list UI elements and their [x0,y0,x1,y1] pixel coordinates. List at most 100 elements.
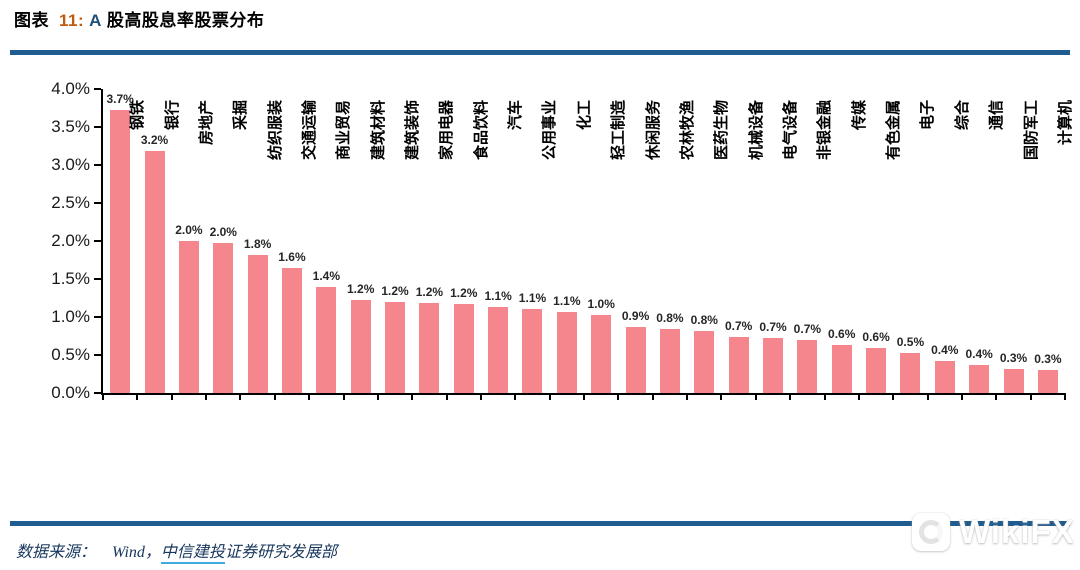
bar-建筑材料 [350,299,371,393]
bar-value-label: 3.7% [106,91,134,106]
bar-value-label: 0.4% [965,346,993,361]
bar-value-label: 0.7% [724,318,753,333]
x-axis-tick [1064,393,1066,400]
bar-category-cell: 1.2% 食品饮料 [447,89,490,393]
bar-轻工制造 [591,315,612,393]
bar-value-label: 0.9% [621,308,650,323]
bar-category-cell: 3.2% 银行 [137,89,181,393]
bar-value-label: 1.0% [587,297,615,312]
y-axis-tick [94,126,101,128]
bar-category-cell: 1.1% 化工 [550,89,593,393]
bar-传媒 [831,345,852,393]
y-axis-label: 0.5% [51,345,90,364]
bar-综合 [934,361,955,393]
bar-value-label: 1.2% [381,283,409,298]
data-source-note: 数据来源： Wind，中信建投证券研究发展部 [16,538,337,564]
x-axis-tick [995,393,998,400]
bar-value-label: 0.8% [656,311,684,326]
bar-value-label: 0.7% [759,320,787,335]
bar-家用电器 [419,303,440,393]
y-axis-label: 1.0% [51,307,90,326]
x-axis-tick [376,393,379,400]
bar-category-cell: 1.8% 纺织服装 [240,89,284,393]
bar-category-cell: 0.4% 通信 [962,89,1005,393]
bar-汽车 [488,307,509,393]
bar-category-cell: 1.2% 建筑装饰 [378,89,421,393]
bar-value-label: 0.7% [793,321,822,336]
bar-钢铁 [110,109,131,393]
y-axis-tick [94,240,101,242]
y-axis-label: 3.0% [51,155,90,174]
x-axis-tick [720,393,723,400]
x-axis-tick [583,393,585,400]
bar-商业贸易 [316,286,337,393]
bar-value-label: 0.3% [999,350,1028,365]
bottom-divider-rule [10,521,1070,526]
bar-value-label: 1.2% [415,285,444,300]
figure-title-prefix: 图表 [14,11,49,30]
figure-title-market: A [89,11,102,30]
bar-食品饮料 [453,304,474,393]
y-axis-tick [94,202,101,204]
x-axis-tick [823,393,826,400]
bar-value-label: 1.4% [312,268,341,283]
bar-value-label: 1.1% [553,293,581,308]
y-axis-label: 4.0% [51,79,90,98]
bar-value-label: 0.8% [690,312,718,327]
bar-category-cell: 0.6% 有色金属 [859,89,902,393]
bar-category-cell: 1.2% 家用电器 [412,89,455,393]
bar-交通运输 [281,267,302,393]
bar-category-cell: 2.0% 房地产 [172,89,215,393]
bar-房地产 [178,241,199,393]
x-axis-tick [686,393,689,400]
x-axis-tick [789,393,792,400]
x-axis-tick [1029,393,1032,400]
x-axis-tick [926,393,929,400]
bar-value-label: 0.6% [828,327,856,342]
bar-category-cell: 0.3% 计算机 [1031,89,1074,393]
bar-农林牧渔 [659,329,680,393]
bar-value-label: 2.0% [209,225,237,240]
bar-chart-plot-area: 3.7% 钢铁 3.2% 银行 2.0% 房地产 2.0% 采掘 1.8% 纺织服装 1.6% 交通运… [51,79,1074,402]
bar-通信 [969,364,990,393]
source-citic-underlined: 中信建投 [160,544,225,564]
bar-category-cell: 0.3% 国防军工 [996,89,1040,393]
bar-series: 3.7% 钢铁 3.2% 银行 2.0% 房地产 2.0% 采掘 1.8% 纺织服装 1.6% 交通运… [103,89,1074,393]
wikifx-logo-ring [919,520,943,544]
x-axis-tick [102,393,104,400]
bar-category-cell: 1.6% 交通运输 [275,89,318,393]
bar-公用事业 [522,309,543,393]
x-axis-tick [170,393,173,400]
y-axis-tick [94,392,101,394]
x-axis-tick [342,393,345,400]
bar-category-cell: 1.0% 轻工制造 [584,89,627,393]
bar-category-cell: 1.4% 商业贸易 [309,89,352,393]
bar-纺织服装 [247,255,268,393]
x-axis-tick [960,393,963,400]
bar-value-label: 1.6% [278,249,306,264]
bar-国防军工 [1003,368,1024,393]
x-axis-tick [205,393,208,400]
bar-机械设备 [728,336,749,393]
figure-title: 图表 11: A 股高股息率股票分布 [14,6,264,31]
x-axis-tick [239,393,242,400]
bar-value-label: 1.2% [347,281,375,296]
x-axis-tick [857,393,860,400]
bar-category-cell: 0.9% 休闲服务 [618,89,662,393]
x-axis-tick [617,393,620,400]
x-axis-tick [273,393,276,400]
y-axis-label: 0.0% [51,383,90,402]
bar-建筑装饰 [385,301,406,393]
bar-category-cell: 0.6% 传媒 [825,89,868,393]
bar-category-cell: 0.7% 机械设备 [721,89,765,393]
bar-value-label: 3.2% [140,133,169,148]
x-axis-category-label: 计算机 [1056,100,1074,146]
bar-category-cell: 0.7% 电气设备 [756,89,799,393]
y-axis-tick [94,354,101,356]
bar-category-cell: 0.7% 非银金融 [790,89,833,393]
bar-category-cell: 2.0% 采掘 [206,89,249,393]
bar-category-cell: 1.1% 汽车 [481,89,524,393]
bar-value-label: 2.0% [175,223,203,237]
wikifx-logo-icon [912,513,950,551]
bar-休闲服务 [625,326,646,393]
